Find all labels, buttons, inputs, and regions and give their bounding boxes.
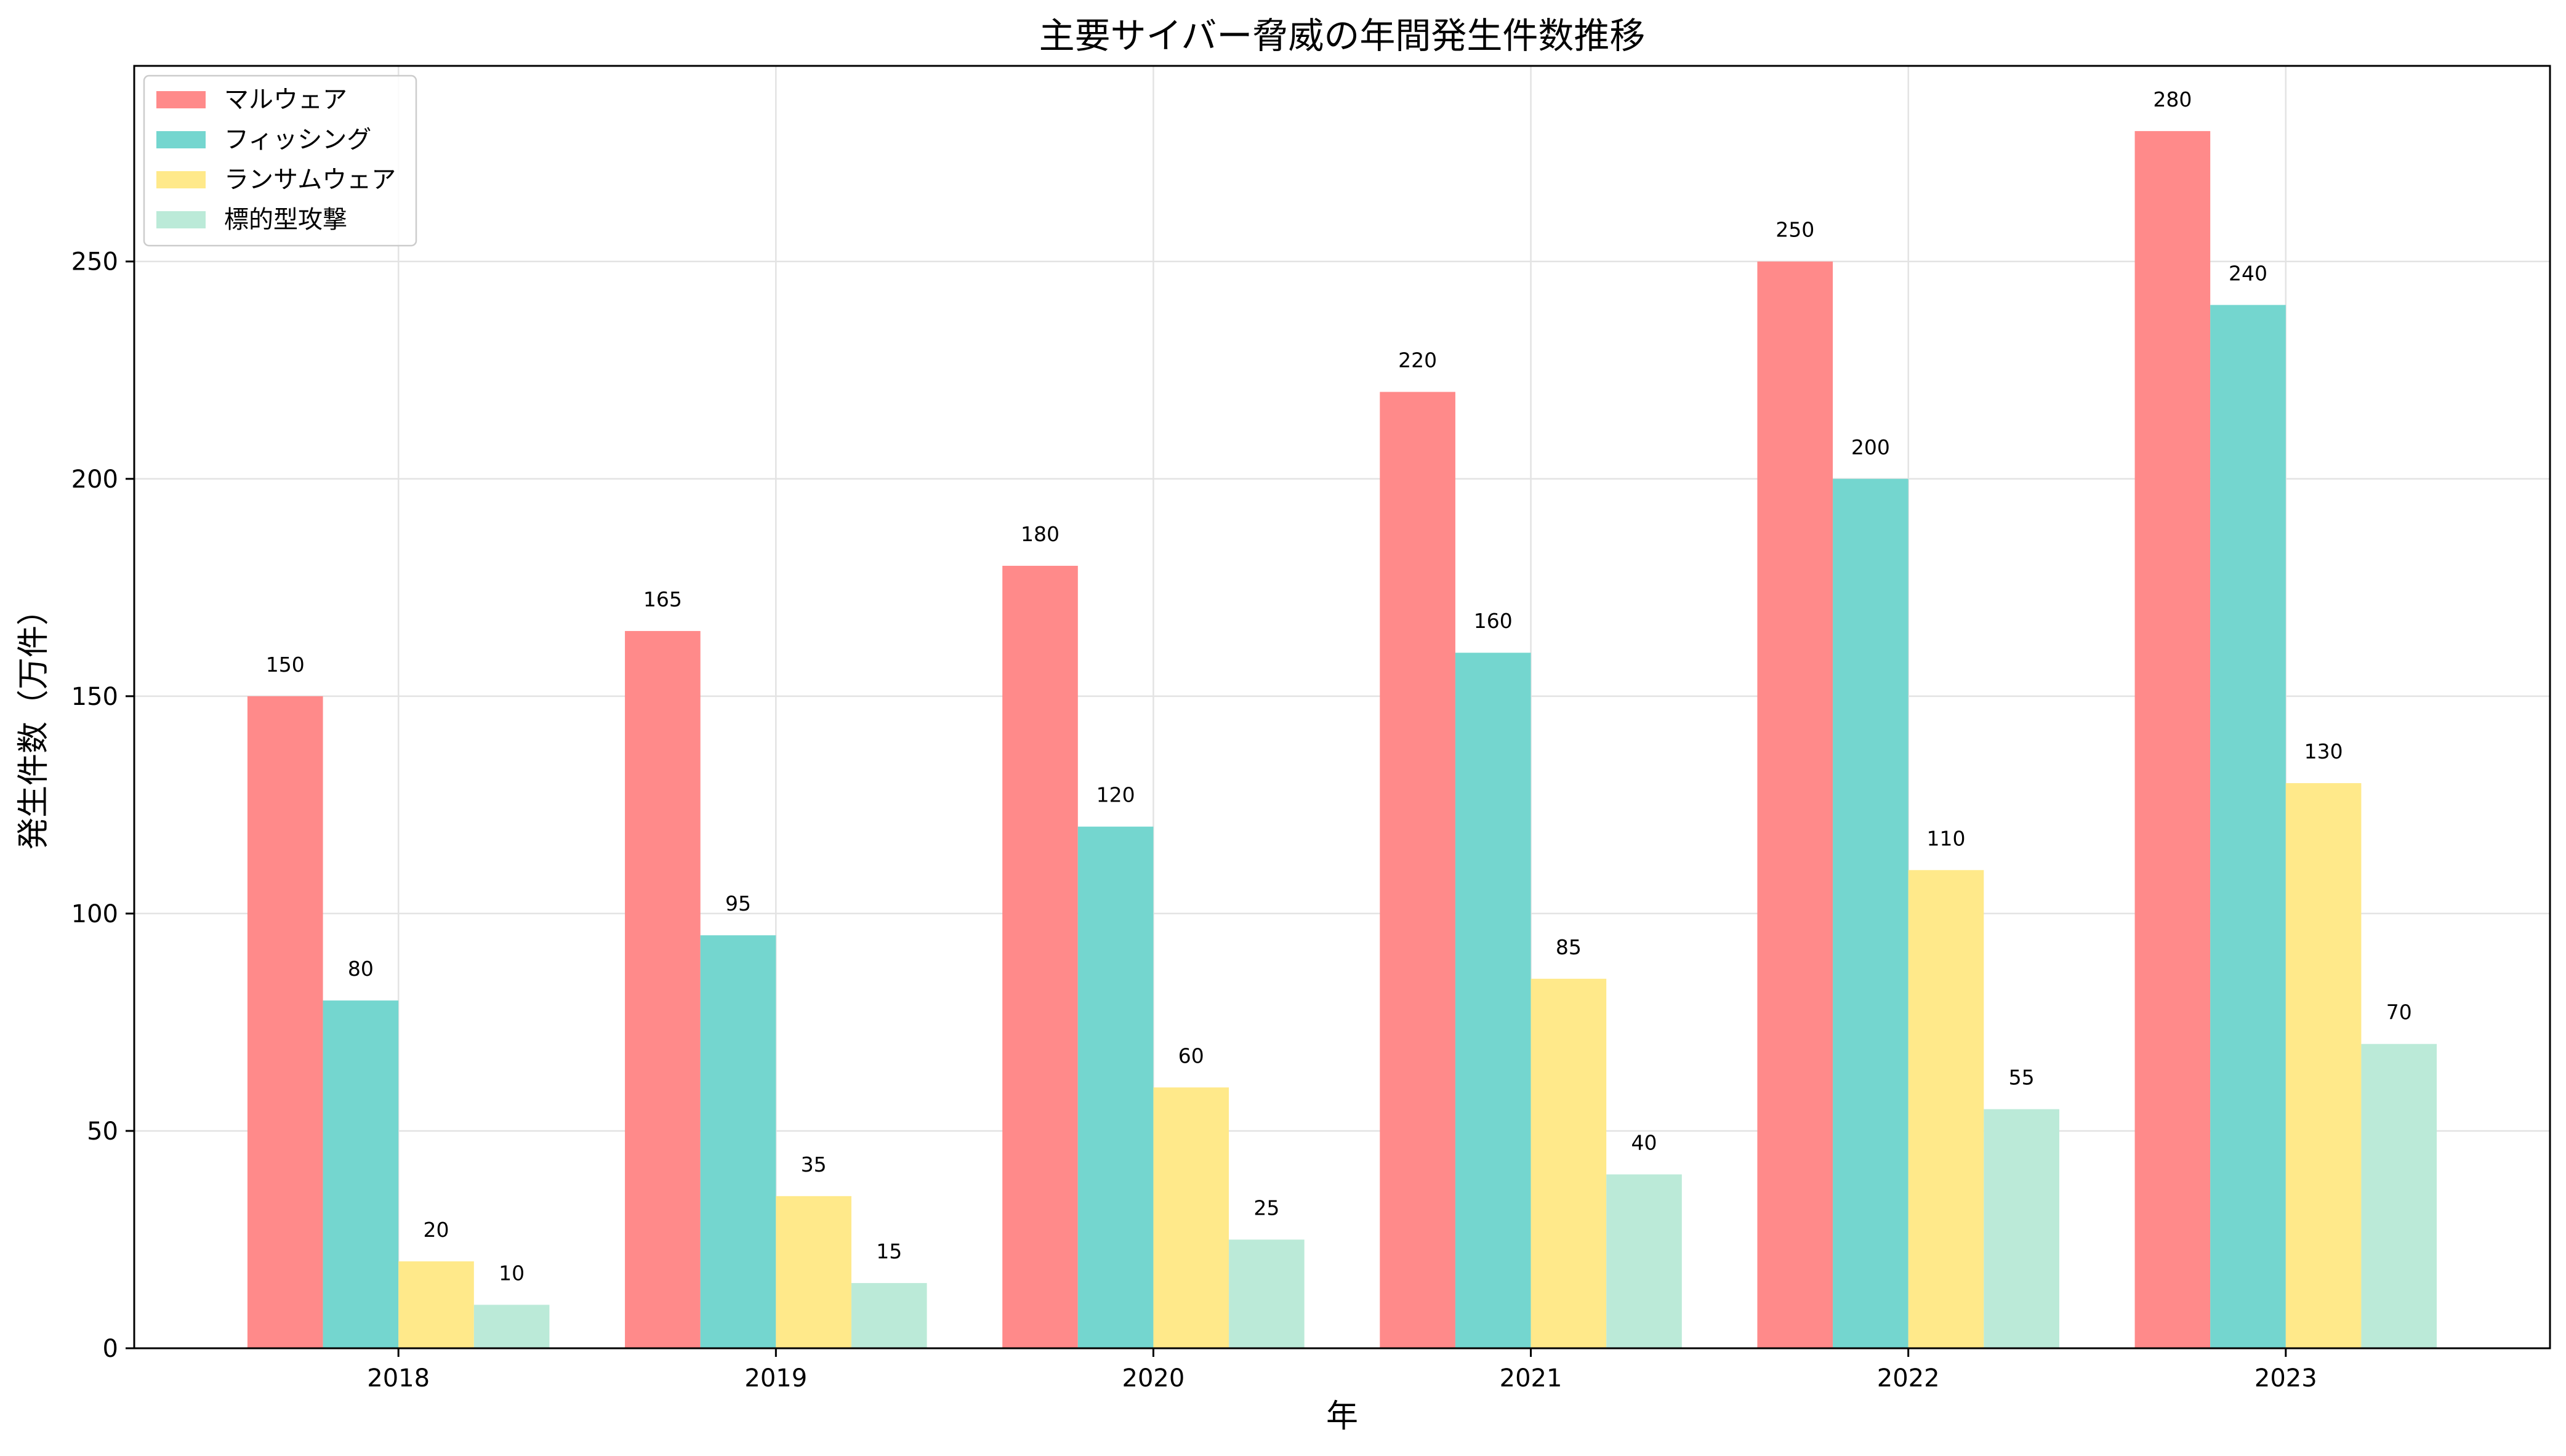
bar	[1606, 1174, 1682, 1348]
legend-label: マルウェア	[224, 86, 347, 114]
y-tick-label: 100	[71, 900, 118, 928]
data-label: 95	[725, 891, 751, 915]
y-axis-label: 発生件数（万件）	[15, 593, 52, 850]
data-label: 10	[499, 1261, 525, 1285]
data-label: 130	[2304, 739, 2343, 763]
grid	[134, 66, 2550, 1349]
bar	[1229, 1239, 1305, 1348]
bar	[2285, 783, 2362, 1348]
data-label: 110	[1927, 826, 1966, 850]
data-label: 120	[1096, 783, 1135, 807]
legend-label: ランサムウェア	[224, 166, 396, 194]
bar	[1002, 566, 1078, 1348]
data-label: 150	[266, 653, 305, 677]
data-label: 160	[1474, 609, 1513, 633]
bar	[1380, 392, 1455, 1348]
bar	[1455, 653, 1531, 1348]
bar	[1833, 478, 1908, 1348]
bar	[1153, 1087, 1229, 1348]
bar	[1077, 826, 1154, 1348]
data-label: 180	[1021, 522, 1060, 546]
legend-swatch	[156, 211, 206, 228]
legend-frame	[143, 74, 417, 247]
data-label: 220	[1398, 348, 1437, 372]
bar	[2361, 1044, 2437, 1348]
bar	[323, 1000, 399, 1348]
bar	[1757, 261, 1833, 1349]
bar	[398, 1261, 474, 1348]
x-tick-label: 2019	[744, 1364, 807, 1393]
data-label: 15	[876, 1239, 902, 1263]
data-label: 280	[2153, 87, 2192, 111]
x-tick-label: 2022	[1877, 1364, 1940, 1393]
x-tick-label: 2021	[1500, 1364, 1563, 1393]
y-tick-label: 200	[71, 465, 118, 494]
data-label: 70	[2386, 1000, 2412, 1024]
bar	[625, 630, 701, 1348]
legend-swatch	[156, 91, 206, 108]
bar	[2134, 131, 2211, 1348]
bar	[1530, 978, 1607, 1348]
chart-title: 主要サイバー脅威の年間発生件数推移	[1039, 15, 1646, 57]
x-axis-label: 年	[1326, 1398, 1358, 1435]
data-label: 20	[424, 1218, 449, 1242]
bars	[247, 131, 2437, 1349]
axis-ticks: 0 50 100 150 200 250 2018 2019 2020 2021 2022 2023	[71, 248, 2317, 1393]
y-tick-label: 250	[71, 248, 118, 276]
legend-label: フィッシング	[224, 126, 371, 154]
bar	[1908, 870, 1984, 1348]
data-label: 85	[1556, 935, 1582, 959]
bar	[700, 935, 776, 1348]
data-label: 35	[801, 1152, 827, 1176]
data-label: 40	[1631, 1131, 1657, 1155]
legend-label: 標的型攻撃	[224, 206, 347, 234]
data-label: 25	[1253, 1196, 1279, 1220]
data-label: 240	[2229, 261, 2267, 285]
bar	[1984, 1109, 2059, 1348]
plot-frame	[133, 65, 2551, 1349]
x-tick-label: 2023	[2254, 1364, 2317, 1393]
data-label: 165	[643, 587, 682, 611]
data-label: 250	[1776, 218, 1814, 242]
data-labels: 150 165 180 220 250 280 80 95 120 160 200 240 20 35 60…	[266, 87, 2412, 1285]
y-tick-label: 150	[71, 683, 118, 711]
legend-swatch	[156, 131, 206, 148]
x-tick-label: 2018	[367, 1364, 430, 1393]
y-tick-label: 50	[87, 1117, 118, 1146]
data-label: 200	[1851, 435, 1890, 459]
data-label: 80	[348, 957, 374, 981]
bar	[2210, 305, 2286, 1348]
legend-swatch	[156, 171, 206, 188]
y-tick-label: 0	[103, 1335, 118, 1363]
bar	[776, 1196, 851, 1348]
x-tick-label: 2020	[1122, 1364, 1185, 1393]
data-label: 60	[1178, 1044, 1204, 1068]
data-label: 55	[2009, 1066, 2035, 1090]
bar	[851, 1283, 927, 1348]
bar	[247, 696, 323, 1348]
bar	[473, 1305, 550, 1348]
